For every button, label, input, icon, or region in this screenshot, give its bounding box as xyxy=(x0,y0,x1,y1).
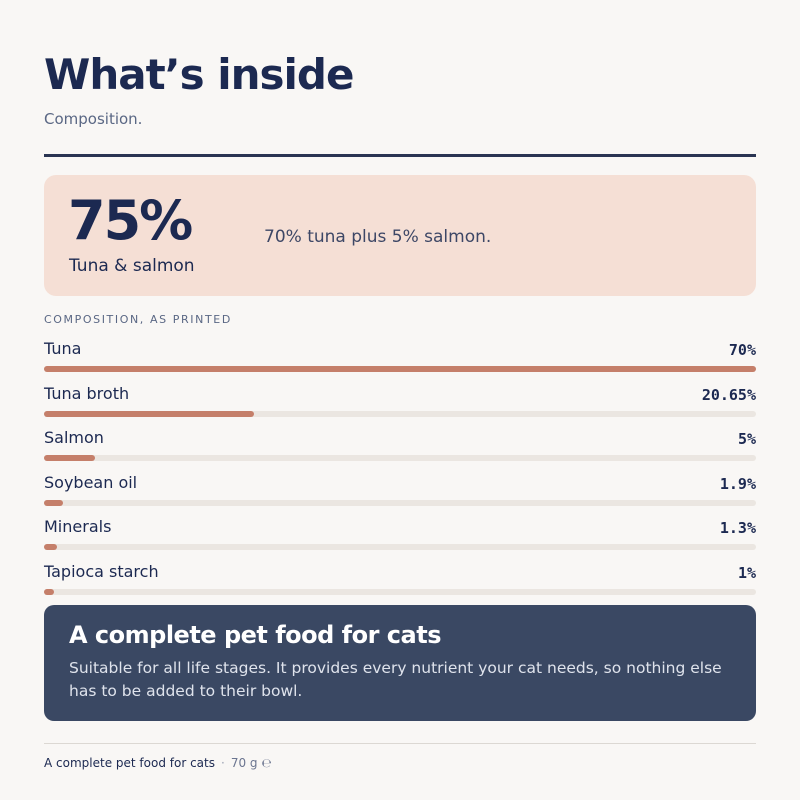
ingredient-name: Tapioca starch xyxy=(44,561,159,581)
header-divider xyxy=(44,154,756,157)
ingredient-name: Minerals xyxy=(44,517,112,537)
highlight-card: 75% Tuna & salmon 70% tuna plus 5% salmo… xyxy=(44,175,756,296)
composition-list: Tuna 70% Tuna broth 20.65% Salmon 5% Soy… xyxy=(44,337,756,605)
composition-row: Tapioca starch 1% xyxy=(44,560,756,605)
ingredient-bar-fill xyxy=(44,410,255,417)
ingredient-bar-fill xyxy=(44,588,55,595)
ingredient-percent: 20.65% xyxy=(701,385,756,404)
ingredient-bar-track xyxy=(44,410,756,417)
footer-product: A complete pet food for cats xyxy=(44,756,215,770)
composition-section-label: COMPOSITION, AS PRINTED xyxy=(44,313,232,326)
ingredient-bar-fill xyxy=(44,499,64,506)
highlight-value: 75% xyxy=(68,189,193,252)
composition-row: Salmon 5% xyxy=(44,426,756,471)
footer-separator: · xyxy=(220,756,225,770)
info-title: A complete pet food for cats xyxy=(69,621,441,649)
ingredient-percent: 1.3% xyxy=(719,519,756,538)
ingredient-name: Tuna xyxy=(44,339,82,358)
composition-row: Minerals 1.3% xyxy=(44,515,756,560)
ingredient-percent: 70% xyxy=(728,341,756,359)
ingredient-bar-fill xyxy=(44,544,58,551)
composition-row: Tuna 70% xyxy=(44,337,756,382)
ingredient-bar-track xyxy=(44,588,756,595)
page-subtitle: Composition. xyxy=(44,110,143,128)
info-body: Suitable for all life stages. It provide… xyxy=(69,659,722,700)
footer-divider xyxy=(44,743,756,744)
ingredient-percent: 1.9% xyxy=(719,474,756,493)
ingredient-bar-track xyxy=(44,455,756,462)
info-panel: A complete pet food for cats Suitable fo… xyxy=(44,605,756,721)
highlight-label: Tuna & salmon xyxy=(69,256,195,276)
ingredient-percent: 1% xyxy=(737,563,756,582)
ingredient-percent: 5% xyxy=(737,430,756,449)
ingredient-name: Salmon xyxy=(44,428,104,448)
ingredient-name: Soybean oil xyxy=(44,472,138,492)
footer: A complete pet food for cats · 70 g ℮ xyxy=(44,756,272,770)
ingredient-bar-track xyxy=(44,366,756,372)
highlight-note: 70% tuna plus 5% salmon. xyxy=(264,227,492,247)
ingredient-bar-track xyxy=(44,499,756,506)
page-title: What’s inside xyxy=(44,50,354,99)
footer-weight: 70 g ℮ xyxy=(230,756,272,770)
ingredient-name: Tuna broth xyxy=(44,383,130,403)
composition-row: Soybean oil 1.9% xyxy=(44,471,756,516)
ingredient-bar-fill xyxy=(44,366,756,372)
composition-row: Tuna broth 20.65% xyxy=(44,382,756,427)
ingredient-bar-track xyxy=(44,544,756,551)
ingredient-bar-fill xyxy=(44,455,95,462)
